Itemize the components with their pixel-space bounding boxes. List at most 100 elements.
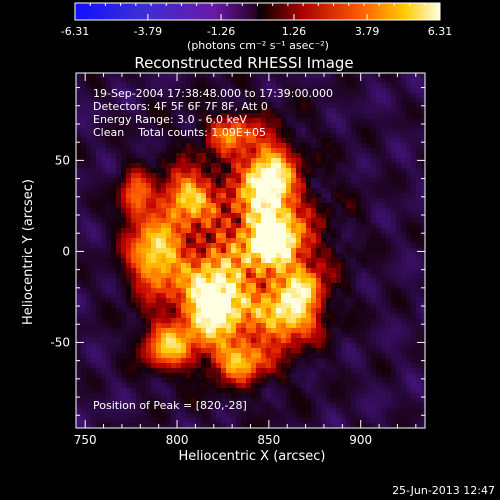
heatmap-cell xyxy=(341,393,347,399)
heatmap-cell xyxy=(146,158,152,164)
heatmap-cell xyxy=(316,418,322,424)
heatmap-cell xyxy=(346,308,352,314)
heatmap-cell xyxy=(101,393,107,399)
heatmap-cell xyxy=(186,243,192,249)
heatmap-cell xyxy=(361,83,367,89)
heatmap-cell xyxy=(226,223,232,229)
heatmap-cell xyxy=(201,273,207,279)
heatmap-cell xyxy=(416,113,422,119)
heatmap-cell xyxy=(341,148,347,154)
heatmap-cell xyxy=(221,423,227,428)
heatmap-cell xyxy=(411,88,417,94)
heatmap-cell xyxy=(381,98,387,104)
heatmap-cell xyxy=(371,163,377,169)
heatmap-cell xyxy=(206,298,212,304)
heatmap-cell xyxy=(371,388,377,394)
heatmap-cell xyxy=(191,248,197,254)
heatmap-cell xyxy=(221,303,227,309)
heatmap-cell xyxy=(276,318,282,324)
heatmap-cell xyxy=(176,293,182,299)
heatmap-cell xyxy=(146,213,152,219)
heatmap-cell xyxy=(171,233,177,239)
heatmap-cell xyxy=(116,208,122,214)
heatmap-cell xyxy=(216,418,222,424)
heatmap-cell xyxy=(271,223,277,229)
heatmap-cell xyxy=(421,238,425,244)
heatmap-cell xyxy=(201,423,207,428)
heatmap-cell xyxy=(336,153,342,159)
heatmap-cell xyxy=(191,73,197,79)
heatmap-cell xyxy=(81,218,87,224)
heatmap-cell xyxy=(246,388,252,394)
heatmap-cell xyxy=(236,358,242,364)
heatmap-cell xyxy=(101,418,107,424)
heatmap-cell xyxy=(116,78,122,84)
heatmap-cell xyxy=(416,153,422,159)
heatmap-cell xyxy=(96,258,102,264)
heatmap-cell xyxy=(296,283,302,289)
heatmap-cell xyxy=(366,88,372,94)
heatmap-cell xyxy=(321,168,327,174)
heatmap-cell xyxy=(286,98,292,104)
heatmap-cell xyxy=(91,308,97,314)
heatmap-cell xyxy=(231,83,237,89)
heatmap-cell xyxy=(241,103,247,109)
heatmap-cell xyxy=(196,238,202,244)
heatmap-cell xyxy=(161,248,167,254)
heatmap-cell xyxy=(141,193,147,199)
heatmap-cell xyxy=(376,308,382,314)
heatmap-cell xyxy=(421,193,425,199)
heatmap-cell xyxy=(181,383,187,389)
heatmap-cell xyxy=(136,373,142,379)
heatmap-cell xyxy=(391,228,397,234)
heatmap-cell xyxy=(136,358,142,364)
heatmap-cell xyxy=(121,83,127,89)
heatmap-cell xyxy=(416,283,422,289)
heatmap-cell xyxy=(81,123,87,129)
heatmap-cell xyxy=(356,368,362,374)
heatmap-cell xyxy=(246,178,252,184)
heatmap-cell xyxy=(371,348,377,354)
heatmap-cell xyxy=(106,268,112,274)
heatmap-cell xyxy=(106,93,112,99)
heatmap-cell xyxy=(291,298,297,304)
heatmap-cell xyxy=(266,308,272,314)
heatmap-cell xyxy=(366,268,372,274)
heatmap-cell xyxy=(211,248,217,254)
heatmap-cell xyxy=(191,233,197,239)
heatmap-cell xyxy=(356,378,362,384)
heatmap-cell xyxy=(141,383,147,389)
heatmap-cell xyxy=(161,188,167,194)
heatmap-cell xyxy=(421,133,425,139)
heatmap-cell xyxy=(386,373,392,379)
heatmap-cell xyxy=(106,318,112,324)
heatmap-cell xyxy=(236,218,242,224)
heatmap-cell xyxy=(111,388,117,394)
heatmap-cell xyxy=(211,303,217,309)
heatmap-cell xyxy=(331,208,337,214)
heatmap-cell xyxy=(86,193,92,199)
heatmap-cell xyxy=(151,388,157,394)
heatmap-cell xyxy=(336,198,342,204)
heatmap-cell xyxy=(121,78,127,84)
heatmap-cell xyxy=(281,368,287,374)
heatmap-cell xyxy=(106,383,112,389)
heatmap-cell xyxy=(326,158,332,164)
heatmap-cell xyxy=(386,88,392,94)
heatmap-cell xyxy=(301,78,307,84)
heatmap-cell xyxy=(341,348,347,354)
heatmap-cell xyxy=(266,358,272,364)
heatmap-cell xyxy=(316,193,322,199)
heatmap-cell xyxy=(301,123,307,129)
heatmap-cell xyxy=(101,288,107,294)
heatmap-cell xyxy=(396,393,402,399)
heatmap-cell xyxy=(126,283,132,289)
heatmap-cell xyxy=(196,193,202,199)
heatmap-cell xyxy=(191,258,197,264)
heatmap-cell xyxy=(261,148,267,154)
heatmap-cell xyxy=(131,193,137,199)
heatmap-cell xyxy=(336,248,342,254)
heatmap-cell xyxy=(286,163,292,169)
heatmap-cell xyxy=(246,73,252,79)
heatmap-cell xyxy=(91,138,97,144)
